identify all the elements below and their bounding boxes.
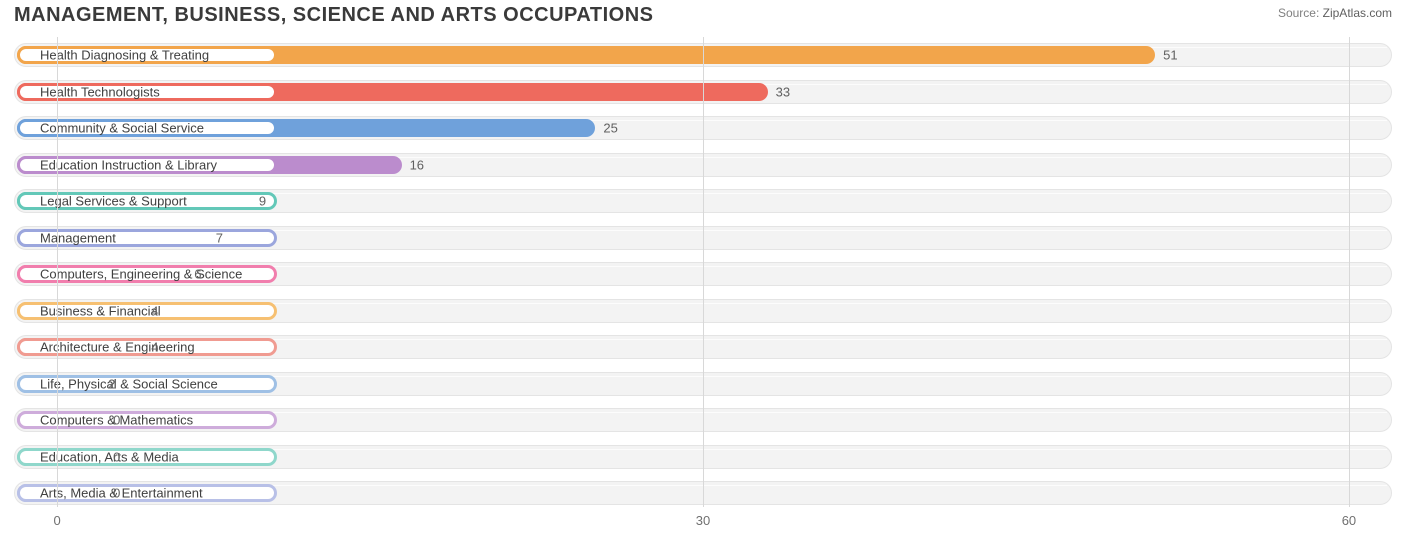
occupations-bar-chart: Health Diagnosing & Treating51Health Tec… — [14, 37, 1392, 533]
x-tick-label: 0 — [53, 513, 60, 528]
bar-label: Education Instruction & Library — [40, 157, 217, 172]
bar-value: 2 — [108, 376, 115, 391]
bar-value: 33 — [776, 84, 790, 99]
gridline — [57, 37, 58, 507]
gridline — [1349, 37, 1350, 507]
bar-value: 6 — [194, 267, 201, 282]
bar-label: Computers, Engineering & Science — [40, 267, 242, 282]
source-prefix: Source: — [1278, 6, 1319, 20]
x-tick-label: 30 — [696, 513, 710, 528]
bar-value: 25 — [603, 121, 617, 136]
bar-label: Health Diagnosing & Treating — [40, 48, 209, 63]
bar-value: 0 — [113, 449, 120, 464]
chart-title: MANAGEMENT, BUSINESS, SCIENCE AND ARTS O… — [14, 4, 653, 27]
bar-value: 9 — [259, 194, 266, 209]
bar-value: 0 — [113, 413, 120, 428]
bar-value: 0 — [113, 486, 120, 501]
chart-header: MANAGEMENT, BUSINESS, SCIENCE AND ARTS O… — [0, 0, 1406, 27]
bar-label: Legal Services & Support — [40, 194, 187, 209]
bar-value: 4 — [151, 340, 158, 355]
bar-label: Business & Financial — [40, 303, 161, 318]
bar-value: 4 — [151, 303, 158, 318]
source-site: ZipAtlas.com — [1323, 6, 1392, 20]
x-tick-label: 60 — [1342, 513, 1356, 528]
bar-value: 7 — [216, 230, 223, 245]
bar-label: Community & Social Service — [40, 121, 204, 136]
bar-value: 16 — [410, 157, 424, 172]
source-attribution: Source: ZipAtlas.com — [1278, 4, 1392, 20]
x-axis: 0 30 60 — [14, 511, 1392, 533]
bar-label: Management — [40, 230, 116, 245]
bar-label: Life, Physical & Social Science — [40, 376, 218, 391]
bar-label: Architecture & Engineering — [40, 340, 195, 355]
bar-value: 51 — [1163, 48, 1177, 63]
gridline — [703, 37, 704, 507]
bar-label: Arts, Media & Entertainment — [40, 486, 203, 501]
bar-label: Education, Arts & Media — [40, 449, 179, 464]
plot-area: Health Diagnosing & Treating51Health Tec… — [14, 37, 1392, 507]
